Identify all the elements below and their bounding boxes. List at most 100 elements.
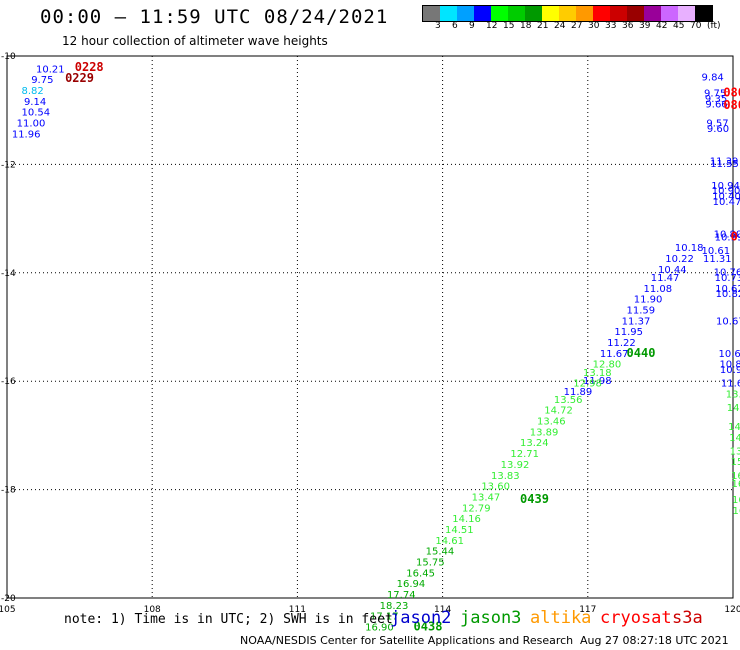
pass-time-label: 0228: [75, 60, 104, 74]
wave-height-label: 13.18: [583, 368, 612, 379]
color-swatch: [491, 6, 508, 21]
wave-height-label: 10.82: [716, 289, 740, 300]
wave-height-label: 15.21: [731, 457, 740, 468]
wave-height-label: 10.80: [714, 230, 740, 241]
wave-height-label: 11.67: [600, 349, 629, 360]
pass-time-label: 0439: [520, 492, 549, 506]
color-swatch: [610, 6, 627, 21]
wave-height-label: 9.75: [704, 89, 726, 100]
wave-height-label: 8.82: [22, 86, 44, 97]
color-swatch: [525, 6, 542, 21]
wave-height-label: 15.44: [426, 547, 455, 558]
wave-height-label: 13.95: [730, 446, 740, 457]
lon-tick-label: 117: [579, 605, 596, 615]
lat-tick-label: -16: [1, 377, 16, 387]
color-swatch: [474, 6, 491, 21]
wave-height-label: 11.62: [721, 379, 740, 390]
legend-altika: altika: [530, 608, 592, 628]
wave-height-label: 11.55: [710, 159, 739, 170]
color-swatch: [678, 6, 695, 21]
color-swatch: [661, 6, 678, 21]
wave-height-label: 12.80: [593, 360, 622, 371]
pass-time-label: 0: [731, 229, 738, 243]
wave-height-label: 13.24: [520, 438, 549, 449]
wave-height-label: 10.47: [713, 197, 740, 208]
pass-time-label: 0229: [65, 71, 94, 85]
color-swatch: [423, 6, 440, 21]
wave-height-label: 14.51: [445, 525, 474, 536]
lat-tick-label: -12: [1, 160, 16, 170]
color-scale-label: 27: [571, 21, 583, 31]
wave-height-label: 13.56: [554, 395, 583, 406]
lon-tick-label: 120: [724, 605, 740, 615]
legend-jason2: jason2: [390, 608, 452, 628]
wave-height-label: 10.62: [715, 284, 740, 295]
wave-height-label: 17.74: [387, 590, 416, 601]
wave-height-label: 16.94: [397, 579, 426, 590]
pass-time-label: 0440: [627, 346, 656, 360]
color-scale-label: 39: [639, 21, 651, 31]
wave-height-label: 14.90: [729, 433, 740, 444]
wave-height-label: 10.54: [22, 108, 51, 119]
color-scale-label: 9: [469, 21, 475, 31]
wave-height-label: 12.98: [573, 379, 602, 390]
color-swatch: [457, 6, 474, 21]
wave-height-label: 11.37: [622, 316, 651, 327]
wave-height-label: 9.75: [31, 75, 53, 86]
wave-height-label: 17.17: [370, 612, 399, 623]
color-swatch: [559, 6, 576, 21]
wave-height-label: 10.97: [720, 365, 740, 376]
color-scale-label: 12: [486, 21, 498, 31]
wave-height-label: 9.35: [705, 94, 727, 105]
wave-height-label: 9.84: [702, 72, 724, 83]
wave-height-label: 12.79: [462, 503, 491, 514]
wave-height-label: 11.59: [627, 305, 656, 316]
legend-cryosat: cryosat: [600, 608, 672, 628]
wave-height-label: 14.37: [727, 403, 740, 414]
wave-height-label: 16.45: [406, 568, 435, 579]
wave-height-label: 12.71: [510, 449, 539, 460]
map-subtitle: 12 hour collection of altimeter wave hei…: [62, 34, 328, 48]
color-scale-label: 70: [690, 21, 702, 31]
lon-tick-label: 105: [0, 605, 16, 615]
color-scale-label: 24: [554, 21, 566, 31]
color-scale-label: 36: [622, 21, 634, 31]
color-scale-bar: [422, 5, 713, 22]
wave-height-label: 11.98: [583, 376, 612, 387]
wave-height-label: 13.60: [481, 482, 510, 493]
lat-tick-label: -20: [1, 594, 16, 604]
wave-height-label: 16.90: [732, 495, 740, 506]
wave-height-label: 10.90: [712, 186, 740, 197]
wave-height-label: 11.89: [564, 387, 593, 398]
wave-height-label: 13.83: [491, 471, 520, 482]
wave-height-label: 10.89: [719, 360, 740, 371]
wave-height-label: 9.57: [706, 118, 728, 129]
map-frame: [6, 55, 734, 599]
wave-height-label: 11.95: [614, 327, 643, 338]
wave-height-label: 10.18: [675, 243, 704, 254]
wave-height-label: 10.40: [712, 192, 740, 203]
color-scale-label: (ft): [707, 21, 721, 31]
wave-height-label: 10.67: [716, 316, 740, 327]
pass-time-label: 0438: [414, 620, 443, 634]
wave-height-label: 14.16: [452, 514, 481, 525]
wave-height-label: 10.66: [718, 349, 740, 360]
wave-height-label: 11.96: [12, 129, 41, 140]
wave-height-label: 16.55: [733, 506, 740, 517]
wave-height-label: 11.39: [710, 156, 739, 167]
wave-height-label: 10.22: [665, 254, 694, 265]
wave-height-label: 10.73: [715, 273, 740, 284]
wave-height-label: 10.76: [714, 268, 740, 279]
color-swatch: [440, 6, 457, 21]
color-scale-label: 33: [605, 21, 617, 31]
wave-height-label: 9.60: [707, 124, 729, 135]
lon-tick-label: 114: [434, 605, 451, 615]
wave-height-label: 10.44: [658, 265, 687, 276]
color-swatch: [644, 6, 661, 21]
generated-timestamp: Aug 27 08:27:18 UTC 2021: [580, 634, 729, 647]
color-scale-label: 18: [520, 21, 532, 31]
wave-height-label: 14.72: [544, 406, 573, 417]
wave-height-label: 11.47: [651, 273, 680, 284]
pass-time-label: 080: [723, 98, 740, 112]
wave-height-label: 11.22: [607, 338, 636, 349]
